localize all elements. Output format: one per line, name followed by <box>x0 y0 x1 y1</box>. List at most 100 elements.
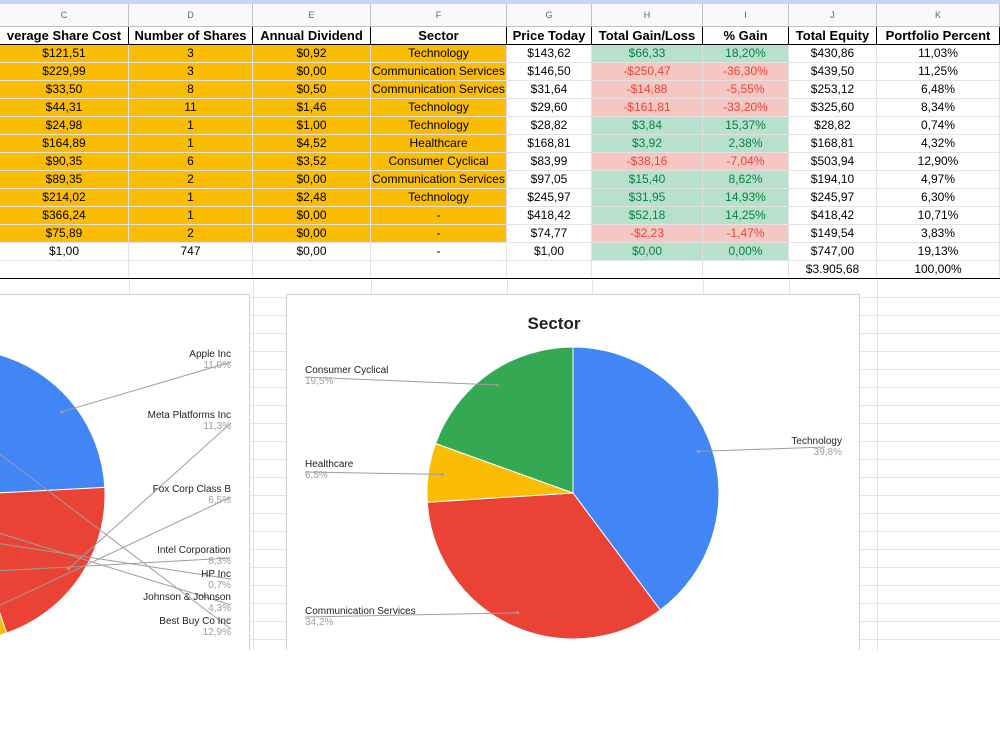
table-cell-sector[interactable]: Communication Services <box>371 171 507 189</box>
header-cell[interactable]: Total Gain/Loss <box>592 27 703 45</box>
table-cell-cost[interactable]: $1,00 <box>0 243 129 261</box>
column-header-h[interactable]: H <box>592 4 703 27</box>
table-cell-price[interactable]: $245,97 <box>507 189 592 207</box>
table-cell-gain[interactable]: $3,84 <box>592 117 703 135</box>
table-cell-pct[interactable]: 15,37% <box>703 117 789 135</box>
pie-slice-consumer-cyclical[interactable] <box>434 346 574 494</box>
column-header-g[interactable]: G <box>507 4 592 27</box>
table-cell-gain[interactable]: -$2,23 <box>592 225 703 243</box>
empty-cell[interactable] <box>0 261 129 279</box>
table-cell-cost[interactable]: $229,99 <box>0 63 129 81</box>
header-cell[interactable]: Number of Shares <box>129 27 253 45</box>
table-cell-price[interactable]: $83,99 <box>507 153 592 171</box>
table-cell-equity[interactable]: $430,86 <box>789 45 877 63</box>
column-header-e[interactable]: E <box>253 4 371 27</box>
table-cell-portfolio[interactable]: 8,34% <box>877 99 1000 117</box>
table-cell-sector[interactable]: Technology <box>371 45 507 63</box>
table-cell-pct[interactable]: 8,62% <box>703 171 789 189</box>
table-cell-sector[interactable]: Technology <box>371 117 507 135</box>
table-cell-gain[interactable]: -$250,47 <box>592 63 703 81</box>
empty-cell[interactable] <box>703 261 789 279</box>
table-cell-portfolio[interactable]: 19,13% <box>877 243 1000 261</box>
empty-cell[interactable] <box>371 261 507 279</box>
table-cell-equity[interactable]: $418,42 <box>789 207 877 225</box>
table-cell-dividend[interactable]: $0,00 <box>253 63 371 81</box>
table-cell-price[interactable]: $29,60 <box>507 99 592 117</box>
column-header-k[interactable]: K <box>877 4 1000 27</box>
column-header-d[interactable]: D <box>129 4 253 27</box>
column-header-i[interactable]: I <box>703 4 789 27</box>
table-cell-dividend[interactable]: $1,46 <box>253 99 371 117</box>
table-cell-portfolio[interactable]: 11,03% <box>877 45 1000 63</box>
table-cell-shares[interactable]: 3 <box>129 45 253 63</box>
table-cell-shares[interactable]: 1 <box>129 189 253 207</box>
table-cell-shares[interactable]: 2 <box>129 225 253 243</box>
table-cell-price[interactable]: $28,82 <box>507 117 592 135</box>
table-cell-gain[interactable]: -$38,16 <box>592 153 703 171</box>
table-cell-sector[interactable]: Consumer Cyclical <box>371 153 507 171</box>
table-cell-equity[interactable]: $503,94 <box>789 153 877 171</box>
table-cell-pct[interactable]: -33,20% <box>703 99 789 117</box>
table-cell-pct[interactable]: 18,20% <box>703 45 789 63</box>
holdings-pie-chart[interactable]: Apple Inc 11,0% Meta Platforms Inc 11,3% Fox… <box>0 294 250 650</box>
table-cell-sector[interactable]: - <box>371 207 507 225</box>
table-cell-pct[interactable]: -1,47% <box>703 225 789 243</box>
table-cell-price[interactable]: $146,50 <box>507 63 592 81</box>
empty-cell[interactable] <box>129 261 253 279</box>
table-cell-pct[interactable]: 2,38% <box>703 135 789 153</box>
pie-slice-fox-corp-class-b[interactable] <box>0 495 8 641</box>
table-cell-dividend[interactable]: $0,00 <box>253 171 371 189</box>
table-cell-price[interactable]: $97,05 <box>507 171 592 189</box>
table-cell-gain[interactable]: -$14,88 <box>592 81 703 99</box>
pie-slice-meta-platforms-inc[interactable] <box>0 486 106 634</box>
table-cell-shares[interactable]: 1 <box>129 117 253 135</box>
table-cell-price[interactable]: $168,81 <box>507 135 592 153</box>
pie-slice-technology[interactable] <box>572 346 720 611</box>
header-cell[interactable]: Price Today <box>507 27 592 45</box>
table-cell-gain[interactable]: $15,40 <box>592 171 703 189</box>
table-cell-gain[interactable]: $0,00 <box>592 243 703 261</box>
pie-slice-apple-inc[interactable] <box>0 354 106 495</box>
sector-pie-chart[interactable]: Sector Technology 39,8% Communication Serv… <box>286 294 860 650</box>
table-cell-pct[interactable]: -5,55% <box>703 81 789 99</box>
empty-cell[interactable] <box>253 261 371 279</box>
table-cell-price[interactable]: $143,62 <box>507 45 592 63</box>
table-cell-shares[interactable]: 6 <box>129 153 253 171</box>
header-cell[interactable]: Annual Dividend <box>253 27 371 45</box>
table-cell-cost[interactable]: $90,35 <box>0 153 129 171</box>
table-cell-sector[interactable]: - <box>371 243 507 261</box>
table-cell-shares[interactable]: 3 <box>129 63 253 81</box>
table-cell-equity[interactable]: $194,10 <box>789 171 877 189</box>
table-cell-pct[interactable]: -36,30% <box>703 63 789 81</box>
table-cell-price[interactable]: $74,77 <box>507 225 592 243</box>
table-cell-price[interactable]: $31,64 <box>507 81 592 99</box>
table-cell-price[interactable]: $418,42 <box>507 207 592 225</box>
table-cell-pct[interactable]: 14,93% <box>703 189 789 207</box>
table-cell-equity[interactable]: $245,97 <box>789 189 877 207</box>
header-cell[interactable]: Total Equity <box>789 27 877 45</box>
table-cell-shares[interactable]: 8 <box>129 81 253 99</box>
table-cell-pct[interactable]: -7,04% <box>703 153 789 171</box>
table-cell-shares[interactable]: 2 <box>129 171 253 189</box>
table-cell-dividend[interactable]: $0,00 <box>253 243 371 261</box>
table-cell-pct[interactable]: 0,00% <box>703 243 789 261</box>
table-cell-equity[interactable]: $325,60 <box>789 99 877 117</box>
table-cell-cost[interactable]: $89,35 <box>0 171 129 189</box>
table-cell-shares[interactable]: 1 <box>129 207 253 225</box>
table-cell-equity[interactable]: $253,12 <box>789 81 877 99</box>
empty-cell[interactable] <box>507 261 592 279</box>
column-header-j[interactable]: J <box>789 4 877 27</box>
table-cell-cost[interactable]: $75,89 <box>0 225 129 243</box>
table-cell-dividend[interactable]: $0,50 <box>253 81 371 99</box>
table-cell-price[interactable]: $1,00 <box>507 243 592 261</box>
table-cell-dividend[interactable]: $0,00 <box>253 225 371 243</box>
table-cell-sector[interactable]: Communication Services <box>371 81 507 99</box>
header-cell[interactable]: Sector <box>371 27 507 45</box>
table-cell-sector[interactable]: Communication Services <box>371 63 507 81</box>
table-cell-portfolio[interactable]: 6,30% <box>877 189 1000 207</box>
table-cell-portfolio[interactable]: 4,32% <box>877 135 1000 153</box>
table-cell-sector[interactable]: - <box>371 225 507 243</box>
table-cell-shares[interactable]: 747 <box>129 243 253 261</box>
table-cell-portfolio[interactable]: 4,97% <box>877 171 1000 189</box>
table-cell-cost[interactable]: $44,31 <box>0 99 129 117</box>
